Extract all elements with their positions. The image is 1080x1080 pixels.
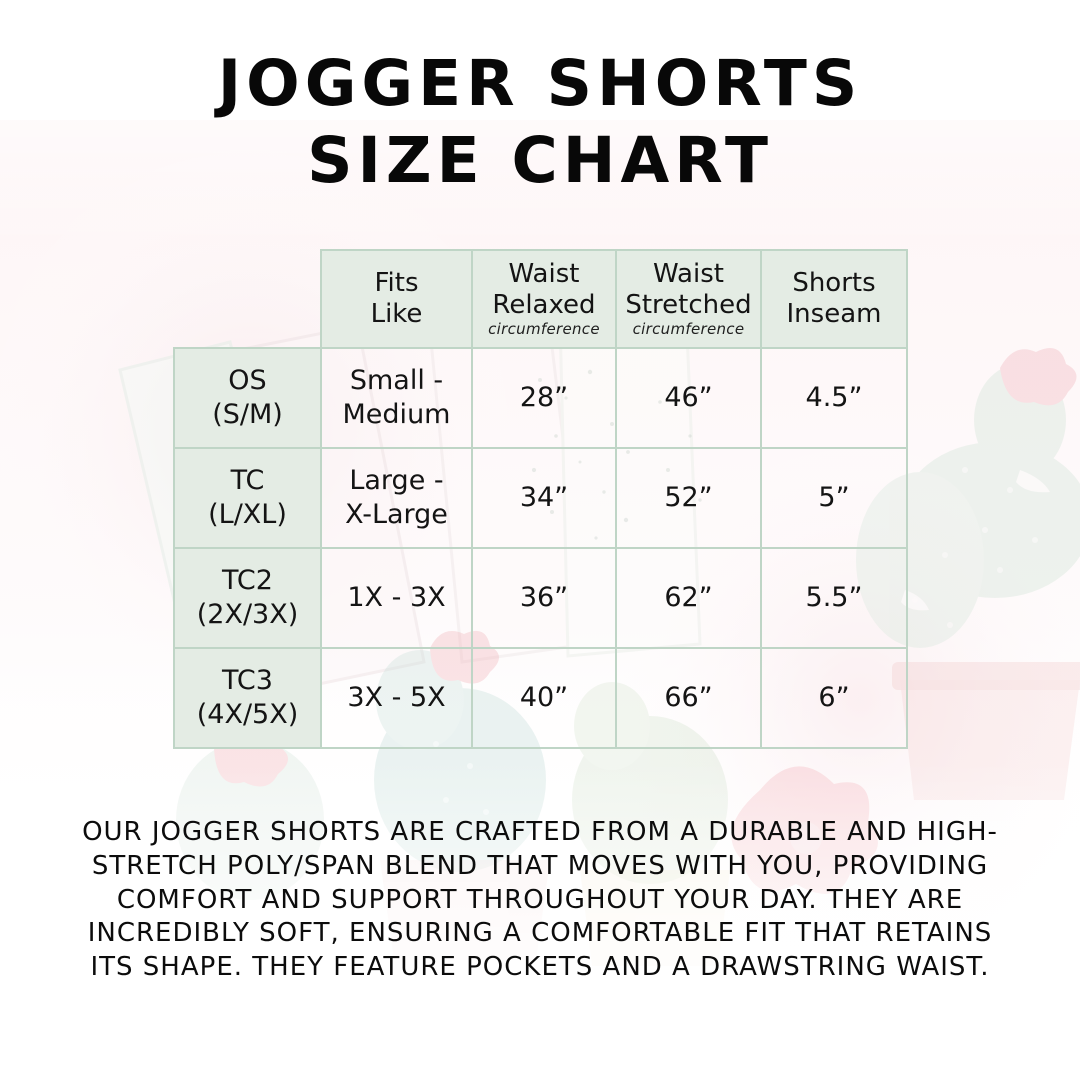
size-range: (L/XL) — [208, 499, 287, 530]
fits-like-line1: 1X - 3X — [347, 581, 446, 613]
column-header-waist-relaxed-sub: circumference — [488, 320, 600, 339]
table-header-row: Fits Like Waist Relaxed circumference Wa… — [174, 249, 908, 349]
fits-like-cell: 3X - 5X — [320, 647, 473, 749]
size-code: OS — [228, 364, 267, 396]
column-header-fits-like-line1: Fits — [374, 268, 419, 299]
column-header-waist-relaxed: Waist Relaxed circumference — [471, 249, 617, 349]
column-header-shorts-inseam: Shorts Inseam — [760, 249, 908, 349]
table-body: OS (S/M) Small - Medium 28” 46” 4.5” TC … — [173, 347, 908, 749]
size-code: TC — [230, 464, 265, 496]
fits-like-line1: Large - — [349, 464, 444, 496]
size-chart-table-container: Fits Like Waist Relaxed circumference Wa… — [173, 249, 908, 749]
waist-relaxed-cell: 28” — [471, 347, 617, 449]
fits-like-line1: 3X - 5X — [347, 681, 446, 713]
waist-stretched-cell: 52” — [615, 447, 762, 549]
column-header-shorts-inseam-line1: Shorts — [792, 268, 876, 299]
size-label-cell: OS (S/M) — [173, 347, 322, 449]
size-range: (2X/3X) — [196, 599, 299, 630]
description-line-1: OUR JOGGER SHORTS ARE CRAFTED FROM A DUR… — [82, 817, 998, 847]
size-label-cell: TC2 (2X/3X) — [173, 547, 322, 649]
column-header-waist-relaxed-line1: Waist — [508, 258, 580, 289]
chart-title: JOGGER SHORTS SIZE CHART — [0, 52, 1080, 192]
table-row: TC2 (2X/3X) 1X - 3X 36” 62” 5.5” — [173, 547, 908, 649]
table-row: OS (S/M) Small - Medium 28” 46” 4.5” — [173, 347, 908, 449]
column-header-waist-stretched-sub: circumference — [632, 320, 745, 339]
size-range: (S/M) — [212, 399, 283, 430]
waist-stretched-cell: 62” — [615, 547, 762, 649]
size-code: TC2 — [222, 564, 273, 596]
description-line-3: COMFORT AND SUPPORT THROUGHOUT YOUR DAY.… — [116, 884, 964, 915]
column-header-fits-like-line2: Like — [370, 299, 423, 329]
size-chart-table: Fits Like Waist Relaxed circumference Wa… — [173, 249, 908, 749]
description-line-4: INCREDIBLY SOFT, ENSURING A COMFORTABLE … — [87, 918, 993, 949]
fits-like-cell: 1X - 3X — [320, 547, 473, 649]
fits-like-line2: Medium — [342, 399, 451, 430]
size-label-cell: TC3 (4X/5X) — [173, 647, 322, 749]
table-header: Fits Like Waist Relaxed circumference Wa… — [174, 249, 908, 349]
size-label-cell: TC (L/XL) — [173, 447, 322, 549]
shorts-inseam-cell: 4.5” — [760, 347, 908, 449]
column-header-waist-stretched-line2: Stretched — [625, 289, 752, 320]
waist-stretched-cell: 46” — [615, 347, 762, 449]
fits-like-line1: Small - — [349, 364, 444, 396]
product-description: OUR JOGGER SHORTS ARE CRAFTED FROM A DUR… — [50, 816, 1030, 985]
size-code: TC3 — [222, 664, 273, 696]
column-header-waist-stretched: Waist Stretched circumference — [615, 249, 762, 349]
table-corner-cell — [174, 250, 321, 348]
waist-relaxed-cell: 40” — [471, 647, 617, 749]
description-line-5: ITS SHAPE. THEY FEATURE POCKETS AND A DR… — [90, 952, 990, 983]
fits-like-cell: Small - Medium — [320, 347, 473, 449]
fits-like-line2: X-Large — [345, 499, 448, 530]
waist-relaxed-cell: 36” — [471, 547, 617, 649]
waist-relaxed-cell: 34” — [471, 447, 617, 549]
waist-stretched-cell: 66” — [615, 647, 762, 749]
size-range: (4X/5X) — [196, 699, 299, 730]
column-header-waist-stretched-line1: Waist — [653, 258, 724, 289]
column-header-shorts-inseam-line2: Inseam — [786, 299, 882, 329]
fits-like-cell: Large - X-Large — [320, 447, 473, 549]
shorts-inseam-cell: 6” — [760, 647, 908, 749]
title-line-1: JOGGER SHORTS — [217, 47, 863, 120]
column-header-fits-like: Fits Like — [320, 249, 473, 349]
shorts-inseam-cell: 5” — [760, 447, 908, 549]
table-row: TC3 (4X/5X) 3X - 5X 40” 66” 6” — [173, 647, 908, 749]
table-row: TC (L/XL) Large - X-Large 34” 52” 5” — [173, 447, 908, 549]
shorts-inseam-cell: 5.5” — [760, 547, 908, 649]
description-line-2: STRETCH POLY/SPAN BLEND THAT MOVES WITH … — [91, 850, 989, 881]
column-header-waist-relaxed-line2: Relaxed — [492, 289, 596, 320]
title-line-2: SIZE CHART — [307, 124, 773, 197]
